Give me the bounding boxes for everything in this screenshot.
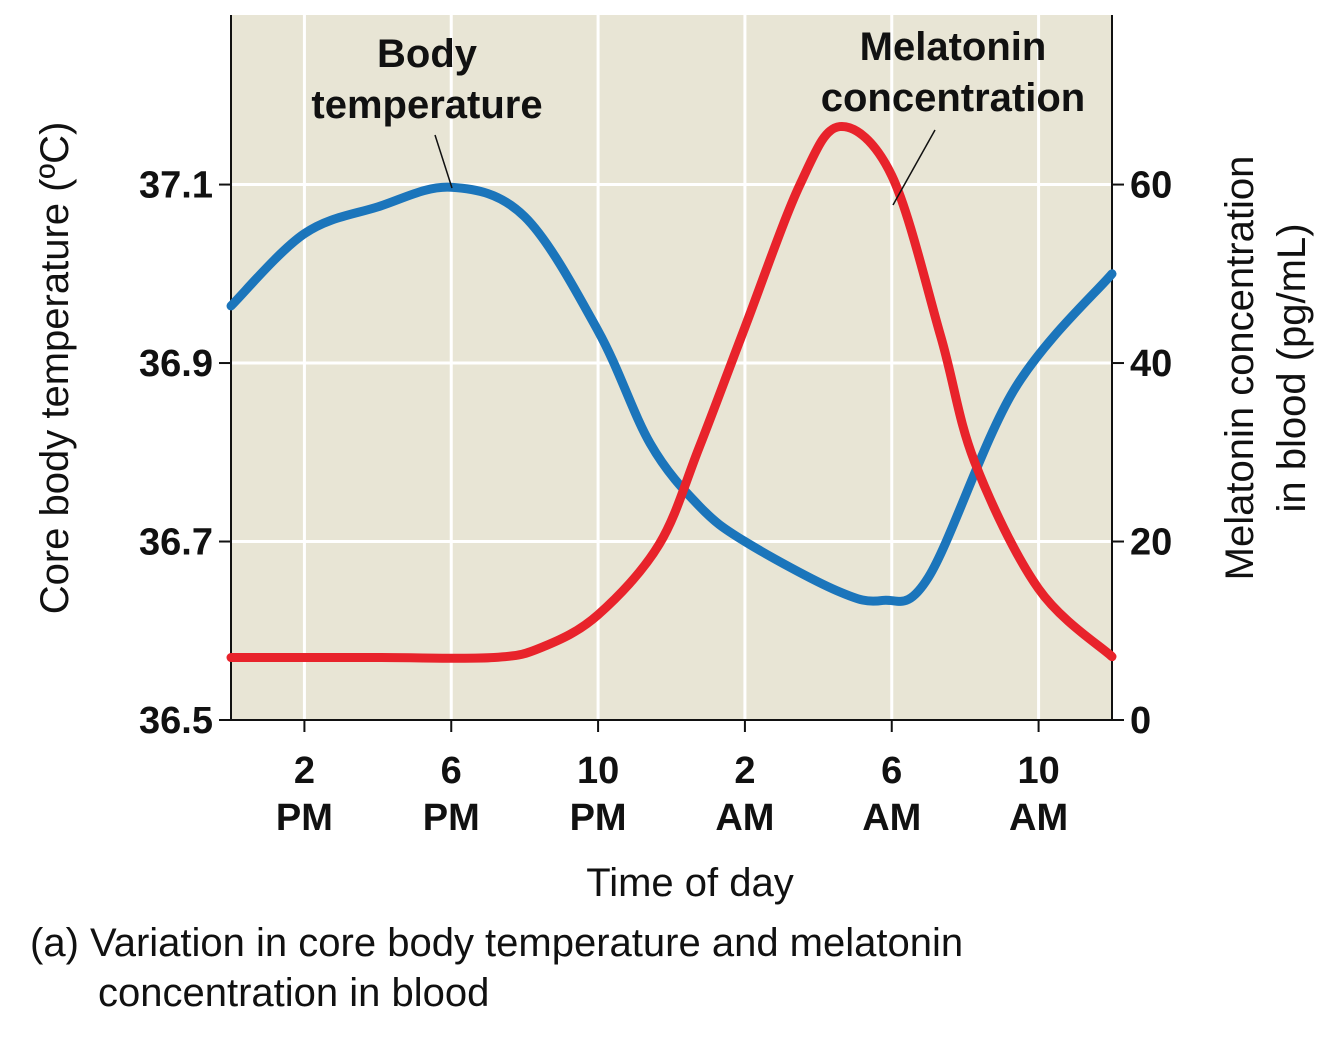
x-axis-label: Time of day: [586, 861, 793, 905]
x-tick-label: AM: [1009, 797, 1068, 839]
melatonin-leader-line: [892, 129, 936, 206]
x-tick-label: AM: [715, 797, 774, 839]
melatonin-line: [226, 122, 1117, 663]
x-tick-label: PM: [423, 797, 480, 839]
x-tick-label: AM: [862, 797, 921, 839]
series: [226, 122, 1117, 663]
x-tick-label: 10: [1017, 750, 1059, 792]
body-temperature-leader-line: [434, 134, 453, 189]
figure-caption: (a) Variation in core body temperature a…: [30, 918, 963, 1018]
grid: [231, 15, 1112, 720]
melatonin-label: Melatonin: [860, 25, 1047, 69]
y-axis-right-label-line2: in blood (pg/mL): [1270, 223, 1314, 512]
x-tick-label: 6: [881, 750, 902, 792]
caption-line2: concentration in blood: [98, 971, 490, 1015]
x-tick-label: PM: [570, 797, 627, 839]
x-tick-label: 2: [734, 750, 755, 792]
labels: Body temperature Melatonin concentration: [311, 25, 1085, 206]
y-right-tick-label: 0: [1130, 700, 1151, 742]
y-left-tick-label: 36.9: [139, 343, 213, 385]
caption-label: (a): [30, 921, 79, 965]
y-left-tick-label: 37.1: [139, 165, 213, 207]
y-axis-left-label: Core body temperature (ºC): [33, 122, 77, 615]
y-right-tick-label: 60: [1130, 165, 1172, 207]
y-axis-right-label-line1: Melatonin concentration: [1218, 156, 1262, 581]
y-left-tick-label: 36.5: [139, 700, 213, 742]
body-temperature-label: Body: [377, 32, 478, 76]
caption-line1: Variation in core body temperature and m…: [90, 921, 964, 965]
y-right-tick-label: 20: [1130, 522, 1172, 564]
body-temperature-label: temperature: [311, 83, 542, 127]
x-tick-label: 6: [441, 750, 462, 792]
y-left-tick-label: 36.7: [139, 522, 213, 564]
plot-area: [231, 15, 1112, 720]
x-tick-label: PM: [276, 797, 333, 839]
y-right-tick-label: 40: [1130, 343, 1172, 385]
axes: 2 PM 6 PM 10 PM 2 AM 6 AM 10 AM 36.5 36.7 36.9 37.1 0 20 4…: [139, 15, 1172, 839]
melatonin-label: concentration: [821, 76, 1085, 120]
x-tick-label: 10: [577, 750, 619, 792]
x-tick-label: 2: [294, 750, 315, 792]
body-temperature-line: [226, 182, 1117, 606]
